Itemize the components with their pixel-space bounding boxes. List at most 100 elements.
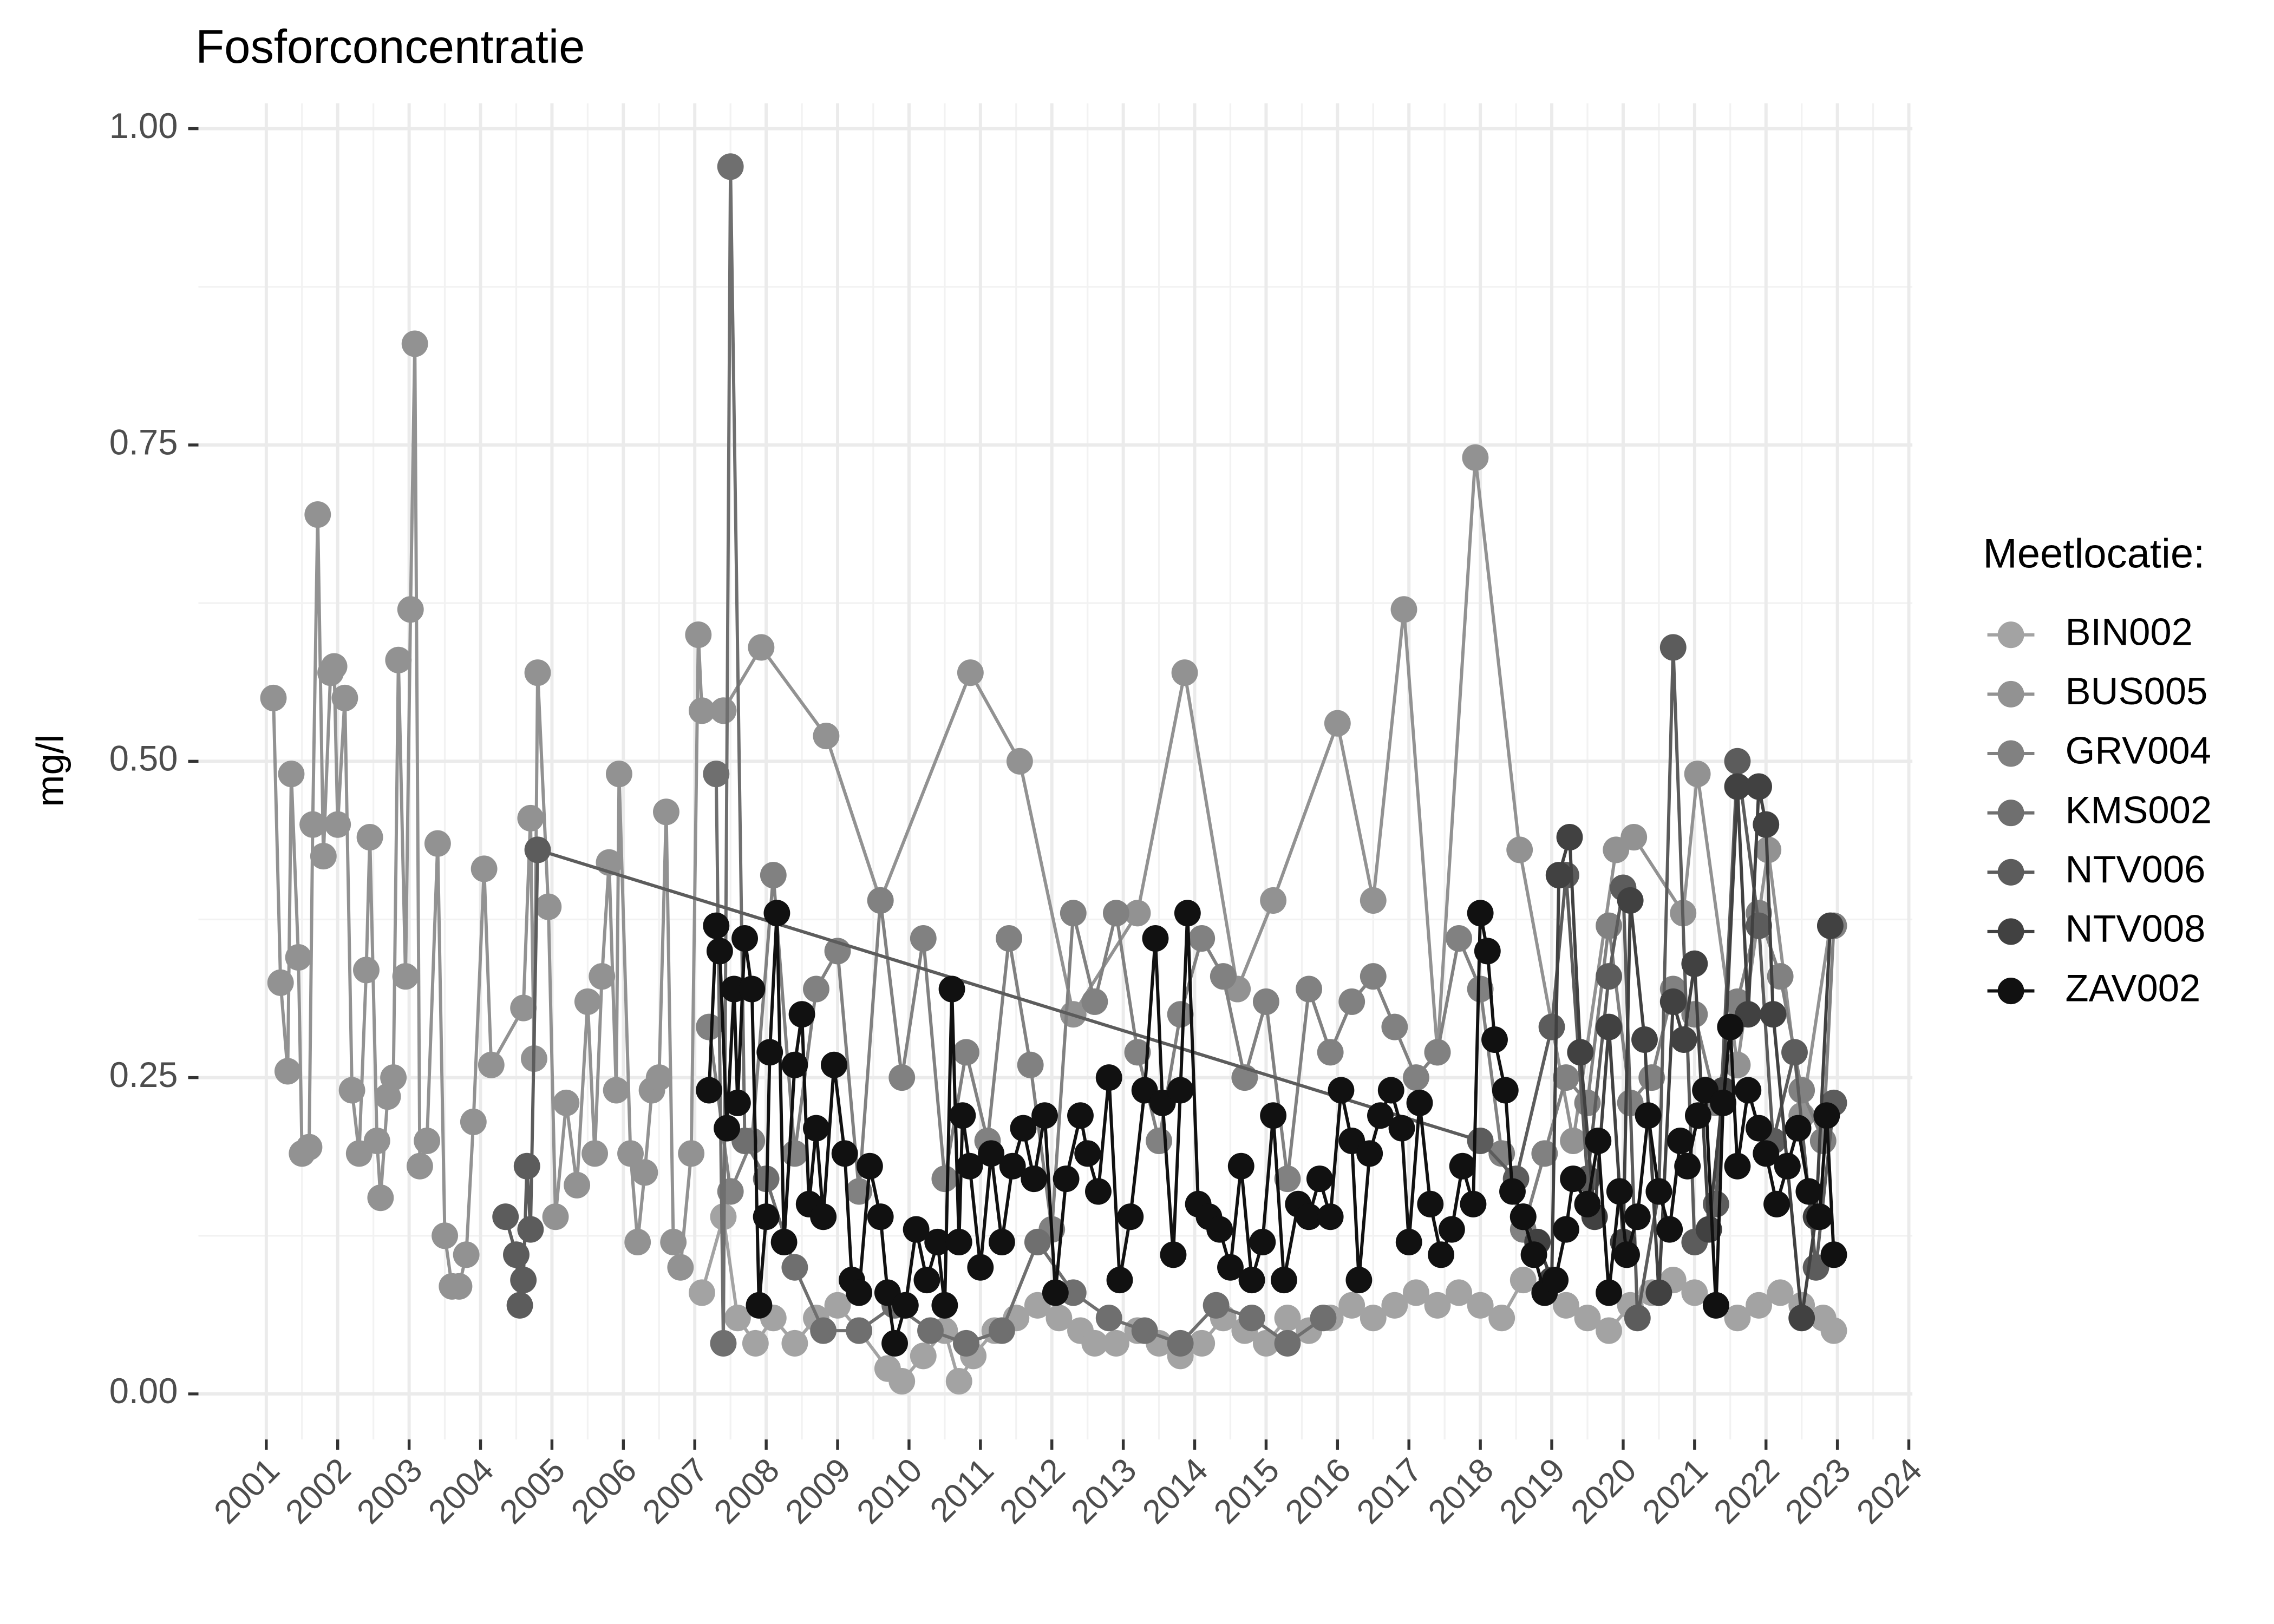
data-point [756,1039,783,1066]
data-point [696,1013,723,1040]
data-point [810,1203,837,1230]
data-point [1774,1152,1801,1180]
data-point [1510,1267,1537,1294]
data-point [1617,887,1644,914]
data-point [1053,1165,1080,1193]
data-point [1424,1039,1451,1066]
data-point [278,761,305,788]
data-point [956,1152,983,1180]
data-point [1367,1102,1394,1129]
data-point [888,1368,916,1395]
data-point [831,1140,858,1167]
data-point [1296,975,1323,1003]
data-point [1656,1216,1683,1243]
data-point [1596,1013,1622,1040]
data-point [1270,1267,1297,1294]
data-point [724,1089,751,1116]
data-point [1106,1267,1133,1294]
data-point [1446,1279,1472,1306]
data-point [810,1317,837,1344]
data-point [1085,1178,1112,1205]
data-point [1753,1140,1780,1167]
data-point [1260,887,1287,914]
data-point [645,1064,672,1091]
data-point [1645,1279,1672,1306]
data-point [938,975,965,1003]
data-point [957,659,984,686]
data-point [910,925,937,952]
data-point [1746,1115,1772,1142]
data-point [867,887,894,914]
data-point [321,653,348,680]
data-point [517,804,544,832]
data-point [1659,634,1687,661]
data-point [1124,1039,1151,1066]
data-point [1510,1203,1537,1230]
data-point [1624,1305,1651,1332]
data-point [988,1228,1015,1256]
data-point [1596,1279,1622,1306]
data-point [1474,938,1501,965]
data-point [1506,836,1533,863]
data-point [1428,1241,1455,1268]
data-point [356,823,383,851]
data-point [1552,1216,1579,1243]
data-point [1274,1165,1301,1193]
data-point [714,1115,741,1142]
data-point [763,900,790,927]
data-point [1674,1152,1701,1180]
data-point [524,836,551,863]
data-point [1210,963,1237,990]
data-point [1081,988,1108,1015]
data-point [881,1330,908,1357]
data-point [296,1134,323,1161]
data-point [517,1216,544,1243]
legend-key-point [1997,859,2024,886]
data-point [1381,1292,1408,1319]
data-point [1449,1152,1476,1180]
data-point [1574,1190,1601,1217]
data-point [953,1039,979,1066]
data-point [1296,1203,1323,1230]
series [696,900,1847,1357]
data-point [710,697,737,724]
data-point [535,893,562,920]
data-point [696,1077,723,1104]
data-point [1795,1178,1822,1205]
data-point [710,1330,737,1357]
data-point [1492,1077,1519,1104]
data-point [1724,748,1751,775]
data-point [1552,1064,1579,1091]
data-point [748,634,775,661]
data-point [432,1222,459,1249]
data-point [1360,963,1387,990]
data-point [1252,988,1279,1015]
data-point [510,1267,537,1294]
data-point [1171,659,1198,686]
legend-label: NTV008 [2065,907,2205,949]
data-point [724,1305,751,1332]
data-point [1074,1140,1101,1167]
data-point [1017,1051,1044,1078]
data-point [363,1127,390,1155]
data-point [564,1171,591,1199]
data-point [1160,1241,1187,1268]
data-point [267,969,294,996]
data-point [1446,925,1472,952]
data-point [1531,1140,1558,1167]
data-point [760,862,787,889]
data-point [824,1292,851,1319]
data-point [1717,1013,1744,1040]
data-point [703,912,730,939]
data-point [1631,1026,1658,1053]
legend-key-point [1997,978,2024,1005]
data-point [285,944,312,971]
data-point [967,1254,994,1281]
data-point [1324,710,1351,737]
data-point [856,1152,883,1180]
data-point [1817,912,1844,939]
data-point [1467,1292,1494,1319]
data-point [1681,950,1708,977]
legend-title: Meetlocatie: [1983,531,2205,577]
data-point [304,501,331,528]
